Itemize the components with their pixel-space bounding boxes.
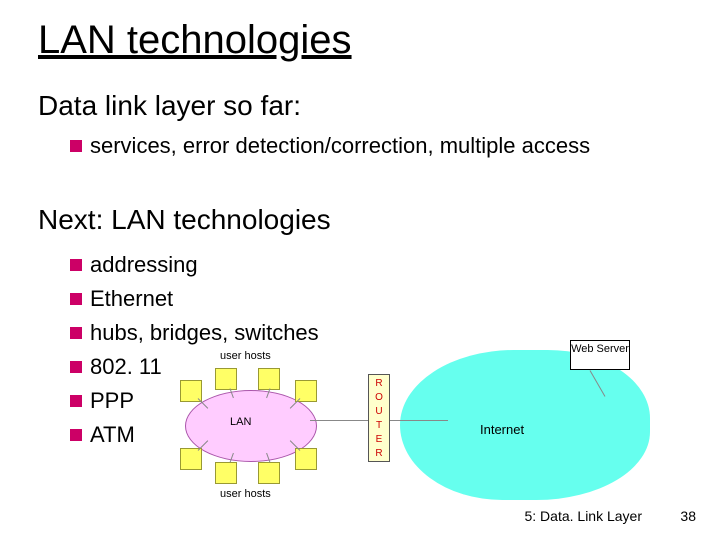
slide-title: LAN technologies: [38, 18, 352, 63]
slide: LAN technologies Data link layer so far:…: [0, 0, 720, 540]
user-hosts-bottom-label: user hosts: [220, 488, 271, 500]
host-node: [258, 368, 280, 390]
router-letter: E: [369, 433, 389, 447]
bullet-icon: [70, 259, 82, 271]
router-box: R O U T E R: [368, 374, 390, 462]
bullet-icon: [70, 140, 82, 152]
list-item-text: Ethernet: [90, 286, 173, 311]
bullet-icon: [70, 361, 82, 373]
lan-label: LAN: [230, 416, 251, 428]
list-item: Ethernet: [70, 282, 319, 316]
bullet-icon: [70, 395, 82, 407]
router-letter: R: [369, 447, 389, 461]
router-letter: T: [369, 419, 389, 433]
host-node: [258, 462, 280, 484]
list-item-text: ATM: [90, 422, 135, 447]
router-letter: U: [369, 405, 389, 419]
internet-label: Internet: [480, 422, 524, 437]
list-item: addressing: [70, 248, 319, 282]
user-hosts-top-label: user hosts: [220, 350, 271, 362]
bullet-icon: [70, 327, 82, 339]
web-server-box: Web Server: [570, 340, 630, 370]
footer-page-number: 38: [680, 508, 696, 524]
section1-item: services, error detection/correction, mu…: [70, 132, 590, 160]
list-item-text: 802. 11: [90, 354, 162, 379]
router-letter: O: [369, 391, 389, 405]
host-node: [295, 448, 317, 470]
footer-chapter: 5: Data. Link Layer: [524, 508, 642, 524]
host-node: [215, 462, 237, 484]
list-item-text: addressing: [90, 252, 198, 277]
bullet-icon: [70, 293, 82, 305]
section1-item-text: services, error detection/correction, mu…: [90, 133, 590, 158]
section1-heading: Data link layer so far:: [38, 90, 301, 122]
bullet-icon: [70, 429, 82, 441]
list-item-text: PPP: [90, 388, 134, 413]
link-line: [388, 420, 448, 421]
section2-heading: Next: LAN technologies: [38, 204, 331, 236]
router-letter: R: [369, 377, 389, 391]
internet-cloud: [400, 350, 650, 500]
link-line: [310, 420, 370, 421]
host-node: [215, 368, 237, 390]
network-diagram: LAN R O U T E R Internet Web Server user…: [160, 330, 650, 510]
host-node: [180, 448, 202, 470]
